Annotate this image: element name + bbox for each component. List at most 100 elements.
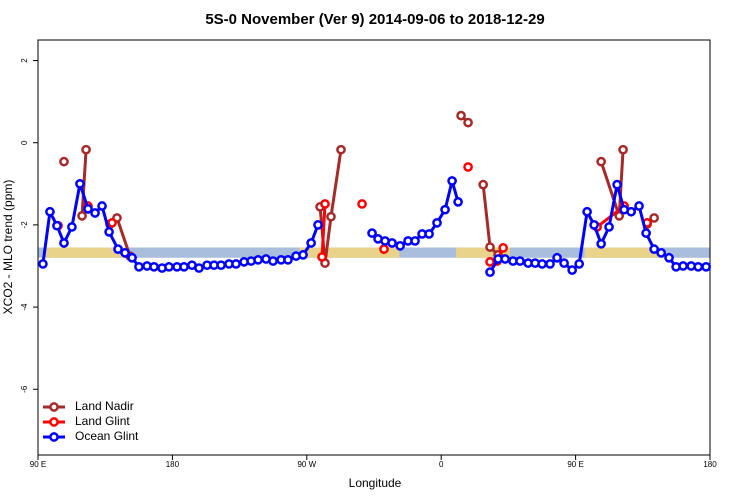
data-point bbox=[453, 197, 463, 207]
legend-label: Land Glint bbox=[75, 414, 130, 428]
data-point bbox=[649, 213, 659, 223]
data-point bbox=[38, 259, 48, 269]
data-point bbox=[179, 261, 189, 272]
data-point bbox=[478, 179, 489, 190]
data-point bbox=[485, 267, 495, 278]
y-tick-label: 0 bbox=[20, 140, 29, 145]
data-point bbox=[164, 261, 174, 272]
data-point bbox=[83, 204, 93, 214]
data-point bbox=[253, 254, 263, 265]
x-tick-label: 90 E bbox=[567, 460, 583, 469]
data-point bbox=[456, 110, 466, 121]
data-point bbox=[618, 144, 628, 155]
legend-marker bbox=[49, 417, 59, 427]
data-point bbox=[97, 201, 107, 211]
data-point bbox=[387, 238, 397, 248]
data-point bbox=[634, 201, 644, 211]
data-point bbox=[701, 261, 711, 272]
data-point bbox=[447, 176, 457, 186]
data-point bbox=[306, 238, 316, 248]
land-region bbox=[45, 247, 128, 258]
data-point bbox=[612, 179, 622, 190]
data-point bbox=[107, 217, 117, 228]
data-point bbox=[500, 254, 510, 264]
data-point bbox=[127, 252, 137, 263]
y-axis-label: XCO2 - MLO trend (ppm) bbox=[1, 180, 15, 315]
x-tick-label: 90 W bbox=[297, 460, 316, 469]
data-point bbox=[104, 227, 114, 237]
data-point bbox=[515, 256, 525, 266]
data-point bbox=[596, 156, 606, 167]
data-point bbox=[498, 243, 509, 253]
data-point bbox=[693, 261, 704, 272]
data-point bbox=[567, 265, 578, 275]
data-point bbox=[656, 247, 667, 258]
data-point bbox=[424, 229, 434, 239]
data-point bbox=[582, 206, 592, 217]
data-point bbox=[52, 220, 62, 231]
data-point bbox=[298, 250, 308, 260]
y-tick-label: -6 bbox=[20, 385, 29, 393]
data-point bbox=[59, 156, 69, 167]
data-point bbox=[440, 204, 450, 215]
plot-frame bbox=[37, 39, 711, 456]
data-point bbox=[120, 247, 130, 258]
data-point bbox=[367, 228, 377, 238]
y-tick-label: 2 bbox=[20, 58, 29, 63]
land-region bbox=[299, 247, 400, 258]
legend-label: Land Nadir bbox=[75, 399, 134, 413]
data-point bbox=[113, 244, 123, 254]
data-point bbox=[537, 259, 547, 269]
data-point bbox=[326, 211, 336, 222]
data-point bbox=[545, 259, 555, 269]
y-tick-label: -4 bbox=[20, 303, 29, 311]
data-point bbox=[604, 222, 614, 232]
data-point bbox=[357, 199, 367, 209]
y-tick-label: -2 bbox=[20, 221, 29, 229]
chart-title: 5S-0 November (Ver 9) 2014-09-06 to 2018… bbox=[205, 11, 544, 28]
data-point bbox=[626, 206, 637, 217]
data-point bbox=[216, 260, 226, 271]
data-point bbox=[45, 206, 55, 217]
data-point bbox=[574, 259, 585, 269]
land-region bbox=[584, 247, 661, 258]
x-tick-label: 90 E bbox=[30, 460, 46, 469]
data-point bbox=[664, 252, 674, 263]
data-point bbox=[77, 211, 87, 221]
data-point bbox=[81, 144, 91, 155]
data-point bbox=[379, 244, 389, 254]
data-point bbox=[432, 217, 442, 228]
data-point bbox=[134, 261, 144, 272]
data-point bbox=[463, 162, 473, 172]
legend-label: Ocean Glint bbox=[75, 429, 139, 443]
data-point bbox=[149, 261, 159, 272]
data-point bbox=[75, 178, 85, 189]
data-point bbox=[59, 238, 69, 248]
x-tick-label: 0 bbox=[439, 460, 444, 469]
data-point bbox=[559, 258, 569, 268]
data-point bbox=[596, 238, 606, 249]
data-point bbox=[410, 236, 420, 246]
data-point bbox=[614, 211, 625, 221]
data-point bbox=[67, 222, 77, 232]
data-point bbox=[485, 242, 495, 252]
legend-marker bbox=[49, 402, 59, 412]
data-point bbox=[336, 144, 346, 155]
data-point bbox=[231, 259, 241, 269]
data-point bbox=[283, 254, 293, 265]
data-point bbox=[320, 199, 330, 209]
data-point bbox=[641, 228, 651, 238]
data-point bbox=[649, 244, 659, 254]
data-point bbox=[313, 220, 323, 230]
series-line bbox=[320, 203, 327, 258]
data-point bbox=[90, 208, 100, 218]
data-point bbox=[268, 256, 278, 266]
x-tick-label: 180 bbox=[703, 460, 717, 469]
data-point bbox=[678, 261, 688, 271]
data-point bbox=[317, 252, 327, 262]
x-tick-label: 180 bbox=[166, 460, 180, 469]
legend-marker bbox=[49, 432, 59, 442]
data-point bbox=[395, 241, 405, 251]
data-point bbox=[194, 263, 204, 273]
